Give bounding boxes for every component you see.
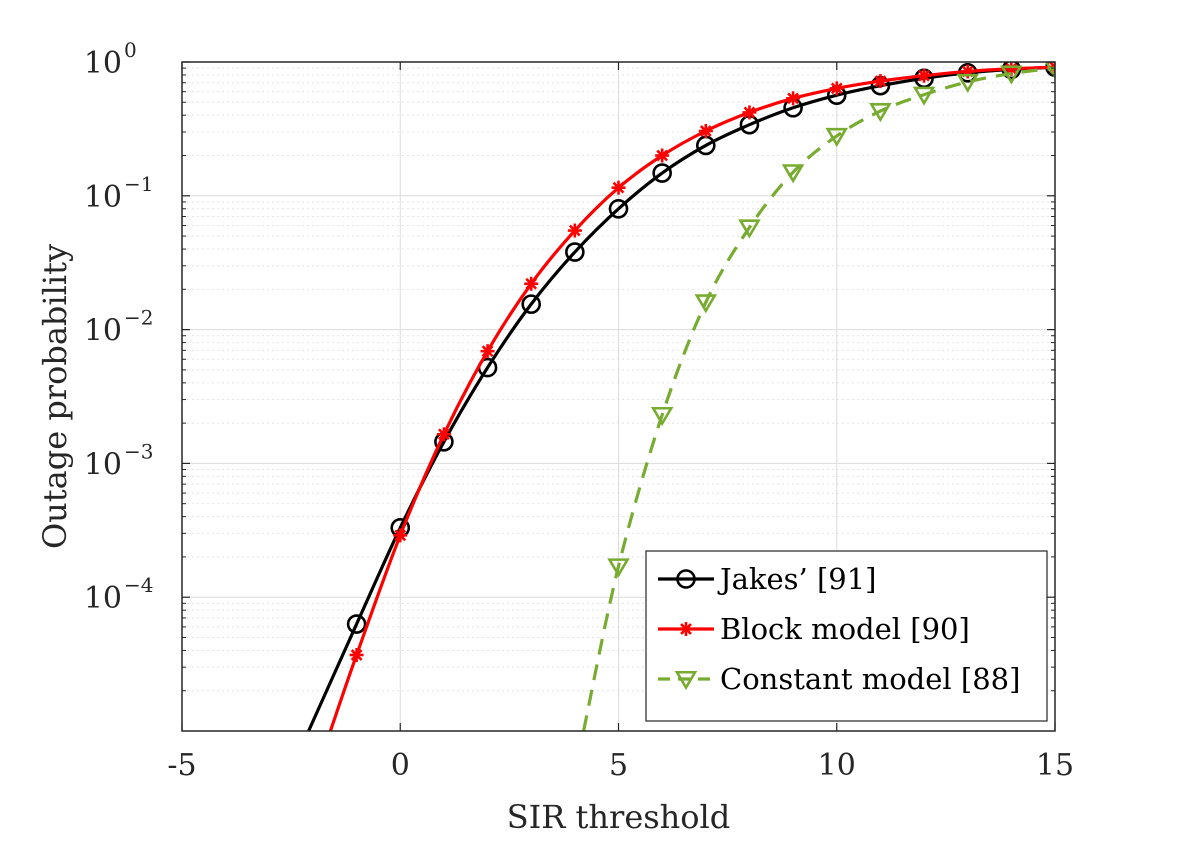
data-point-marker bbox=[346, 614, 367, 634]
data-point-marker bbox=[565, 242, 585, 262]
y-tick-exponent: −2 bbox=[124, 306, 153, 330]
y-tick-exponent: −3 bbox=[124, 439, 153, 463]
data-point-marker bbox=[829, 81, 844, 96]
legend-item: Jakes’ [91] bbox=[658, 562, 877, 596]
y-tick-base: 10 bbox=[84, 581, 122, 616]
y-tick-label: 10 −1 bbox=[84, 172, 154, 215]
data-point-marker bbox=[786, 91, 801, 106]
legend: Jakes’ [91] Block model [90] Constant mode… bbox=[645, 550, 1048, 722]
data-point-marker bbox=[524, 276, 539, 291]
data-point-marker bbox=[912, 86, 936, 106]
data-point-marker bbox=[825, 127, 849, 148]
data-point-marker bbox=[393, 528, 408, 543]
data-point-marker bbox=[781, 164, 805, 184]
y-tick-label: 10 −3 bbox=[84, 439, 154, 482]
x-tick-label: 0 bbox=[391, 748, 410, 783]
legend-marker bbox=[679, 622, 693, 636]
data-point-marker bbox=[698, 124, 713, 139]
data-point-marker bbox=[650, 406, 674, 427]
series-2 bbox=[328, 62, 1055, 731]
data-point-marker bbox=[738, 219, 761, 239]
data-point-marker bbox=[436, 427, 451, 442]
data-point-marker bbox=[1000, 65, 1023, 85]
y-axis-label: Outage probability bbox=[36, 244, 74, 549]
legend-item: Constant model [88] bbox=[658, 662, 1020, 696]
data-point-marker bbox=[873, 74, 888, 89]
y-tick-base: 10 bbox=[84, 314, 122, 349]
data-point-marker bbox=[521, 294, 542, 314]
data-point-marker bbox=[611, 180, 626, 195]
data-point-marker bbox=[608, 198, 629, 219]
legend-marker bbox=[674, 670, 698, 691]
series-3 bbox=[582, 62, 1055, 731]
grid bbox=[181, 61, 1056, 731]
data-point-marker bbox=[694, 294, 718, 314]
legend-label: Jakes’ [91] bbox=[717, 562, 877, 596]
y-tick-exponent: 0 bbox=[124, 38, 137, 62]
data-point-marker bbox=[917, 68, 932, 83]
y-tick-base: 10 bbox=[84, 447, 122, 482]
x-tick-label: 10 bbox=[818, 748, 856, 783]
data-point-marker bbox=[349, 647, 364, 662]
series-layer bbox=[307, 62, 1055, 731]
y-tick-exponent: −1 bbox=[124, 172, 153, 196]
legend-label: Block model [90] bbox=[720, 612, 970, 646]
data-point-marker bbox=[607, 558, 630, 578]
x-axis-ticks: -5 0 5 10 15 bbox=[167, 62, 1074, 783]
legend-marker bbox=[676, 569, 696, 589]
y-tick-base: 10 bbox=[84, 46, 122, 81]
y-tick-exponent: −4 bbox=[124, 573, 153, 597]
y-tick-label: 10 −4 bbox=[84, 573, 154, 616]
data-point-marker bbox=[1044, 62, 1055, 80]
data-point-marker bbox=[742, 105, 757, 120]
y-tick-base: 10 bbox=[84, 180, 122, 215]
data-point-marker bbox=[655, 148, 670, 163]
y-tick-label: 10 0 bbox=[84, 38, 137, 81]
series-line bbox=[582, 66, 1055, 731]
data-point-marker bbox=[567, 223, 582, 238]
x-tick-label: 15 bbox=[1036, 748, 1074, 783]
y-tick-label: 10 −2 bbox=[84, 306, 154, 349]
legend-label: Constant model [88] bbox=[720, 662, 1020, 696]
data-point-marker bbox=[869, 102, 892, 123]
data-point-marker bbox=[956, 73, 979, 94]
data-point-marker bbox=[652, 163, 672, 183]
data-point-marker bbox=[480, 344, 495, 359]
legend-item: Block model [90] bbox=[658, 612, 970, 646]
x-axis-label: SIR threshold bbox=[507, 798, 731, 836]
x-tick-label: 5 bbox=[609, 748, 628, 783]
x-tick-label: -5 bbox=[167, 748, 196, 783]
